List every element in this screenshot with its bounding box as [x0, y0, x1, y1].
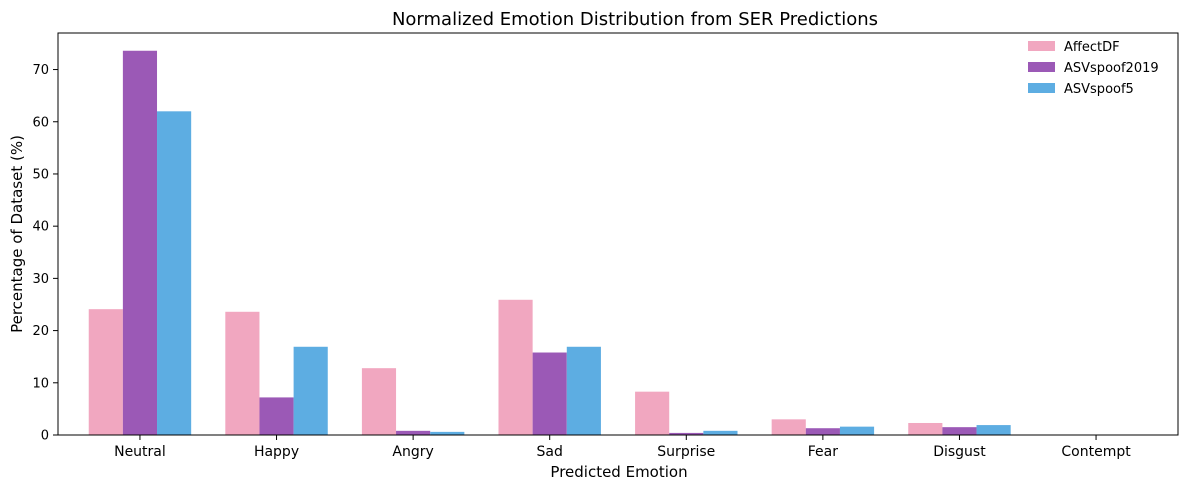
- x-tick-label: Contempt: [1061, 444, 1131, 460]
- bar-asvspoof5-sad: [566, 346, 601, 435]
- bar-asvspoof5-angry: [430, 431, 465, 435]
- legend-label: AffectDF: [1064, 40, 1120, 55]
- x-tick-label: Happy: [254, 444, 299, 460]
- x-tick-label: Angry: [392, 444, 433, 460]
- bar-affectdf-angry: [361, 368, 397, 435]
- bar-asvspoof2019-surprise: [669, 432, 704, 435]
- legend-swatch: [1028, 83, 1055, 93]
- y-tick-label: 60: [32, 115, 49, 130]
- bar-affectdf-fear: [771, 419, 806, 435]
- x-tick-label: Sad: [537, 444, 563, 460]
- chart-title: Normalized Emotion Distribution from SER…: [392, 9, 878, 30]
- legend: AffectDF ASVspoof2019 ASVspoof5: [1028, 40, 1159, 97]
- legend-swatch: [1028, 62, 1055, 72]
- bar-asvspoof2019-fear: [805, 428, 840, 435]
- y-tick-label: 40: [32, 220, 49, 235]
- y-tick-label: 50: [32, 167, 49, 182]
- bars-group: [88, 50, 1011, 436]
- x-tick-label: Fear: [808, 444, 838, 460]
- y-tick-label: 0: [41, 429, 49, 444]
- bar-asvspoof2019-neutral: [122, 50, 158, 436]
- x-axis-label: Predicted Emotion: [550, 463, 687, 481]
- bar-asvspoof5-neutral: [157, 111, 192, 435]
- bar-asvspoof2019-disgust: [942, 427, 977, 435]
- y-axis-label: Percentage of Dataset (%): [8, 135, 26, 333]
- bar-asvspoof5-fear: [839, 426, 875, 435]
- bar-asvspoof2019-angry: [396, 430, 431, 435]
- bar-asvspoof5-surprise: [703, 430, 738, 435]
- x-tick-label: Neutral: [114, 444, 166, 460]
- bar-affectdf-happy: [225, 311, 260, 435]
- bar-asvspoof2019-happy: [259, 397, 294, 435]
- bar-affectdf-neutral: [88, 309, 123, 435]
- axes-group: Neutral Happy Angry Sad Surprise Fear Disgust C…: [32, 32, 1179, 460]
- y-tick-label: 70: [32, 63, 49, 78]
- legend-label: ASVspoof5: [1064, 82, 1134, 97]
- plot-frame: [57, 32, 1179, 436]
- bar-affectdf-surprise: [635, 391, 670, 435]
- x-tick-label: Disgust: [933, 444, 986, 460]
- y-tick-label: 20: [32, 324, 49, 339]
- legend-label: ASVspoof2019: [1064, 61, 1159, 76]
- bar-affectdf-disgust: [908, 422, 943, 435]
- legend-swatch: [1028, 41, 1055, 51]
- x-tick-label: Surprise: [657, 444, 715, 460]
- bar-asvspoof5-disgust: [976, 425, 1011, 435]
- y-tick-label: 30: [32, 272, 49, 287]
- y-tick-label: 10: [32, 376, 49, 391]
- bar-asvspoof2019-sad: [532, 352, 567, 435]
- bar-affectdf-sad: [498, 299, 533, 435]
- bar-asvspoof5-happy: [293, 346, 328, 435]
